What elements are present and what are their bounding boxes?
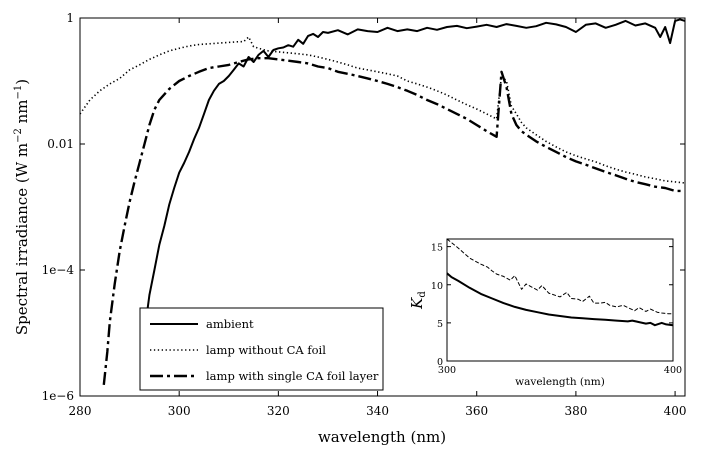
inset-y-axis-label: Kd [408,291,428,310]
inset-series-layer [446,238,674,327]
y-axis-label: Spectral irradiance (W m−2 nm−1) [13,79,31,335]
inset-x-tick-label: 300 [438,365,456,376]
inset-series-dashed-1 [446,238,673,315]
inset-kd-chart: 300 400 0 5 10 15 wavelength (nm) Kd [408,238,682,388]
main-series-layer [79,18,686,386]
inset-y-tick-label: 5 [437,319,443,330]
inset-series-solid-0 [446,272,674,327]
x-tick-label: 320 [267,404,290,418]
x-axis-ticks: 280 300 320 340 360 380 400 [69,18,687,418]
legend-label-lamp-single-foil: lamp with single CA foil layer [206,369,379,383]
inset-y-tick-label: 15 [431,243,443,254]
x-tick-label: 380 [564,404,587,418]
inset-y-tick-label: 0 [437,357,443,368]
x-tick-label: 280 [69,404,92,418]
legend-label-lamp-without-foil: lamp without CA foil [206,343,326,357]
x-tick-label: 360 [465,404,488,418]
inset-x-ticks: 300 400 [438,239,682,376]
y-tick-label: 1e−4 [42,263,75,277]
inset-y-tick-label: 10 [431,281,443,292]
inset-frame [446,238,674,362]
y-axis-ticks: 1e−6 1e−4 0.01 1 [42,11,685,403]
inset-x-tick-label: 400 [664,365,682,376]
y-tick-label: 1 [66,11,74,25]
y-tick-label: 1e−6 [42,389,74,403]
x-tick-label: 340 [366,404,389,418]
legend-label-ambient: ambient [206,317,254,331]
inset-y-ticks: 0 5 10 15 [431,243,673,368]
series-line-ambient [145,18,686,315]
y-tick-label: 0.01 [47,137,74,151]
legend: ambient lamp without CA foil lamp with s… [139,307,384,391]
x-axis-label: wavelength (nm) [318,428,446,446]
inset-x-axis-label: wavelength (nm) [515,376,605,388]
x-tick-label: 300 [168,404,191,418]
x-tick-label: 400 [664,404,687,418]
series-line-lamp-with-single-ca-foil-layer [102,57,685,386]
